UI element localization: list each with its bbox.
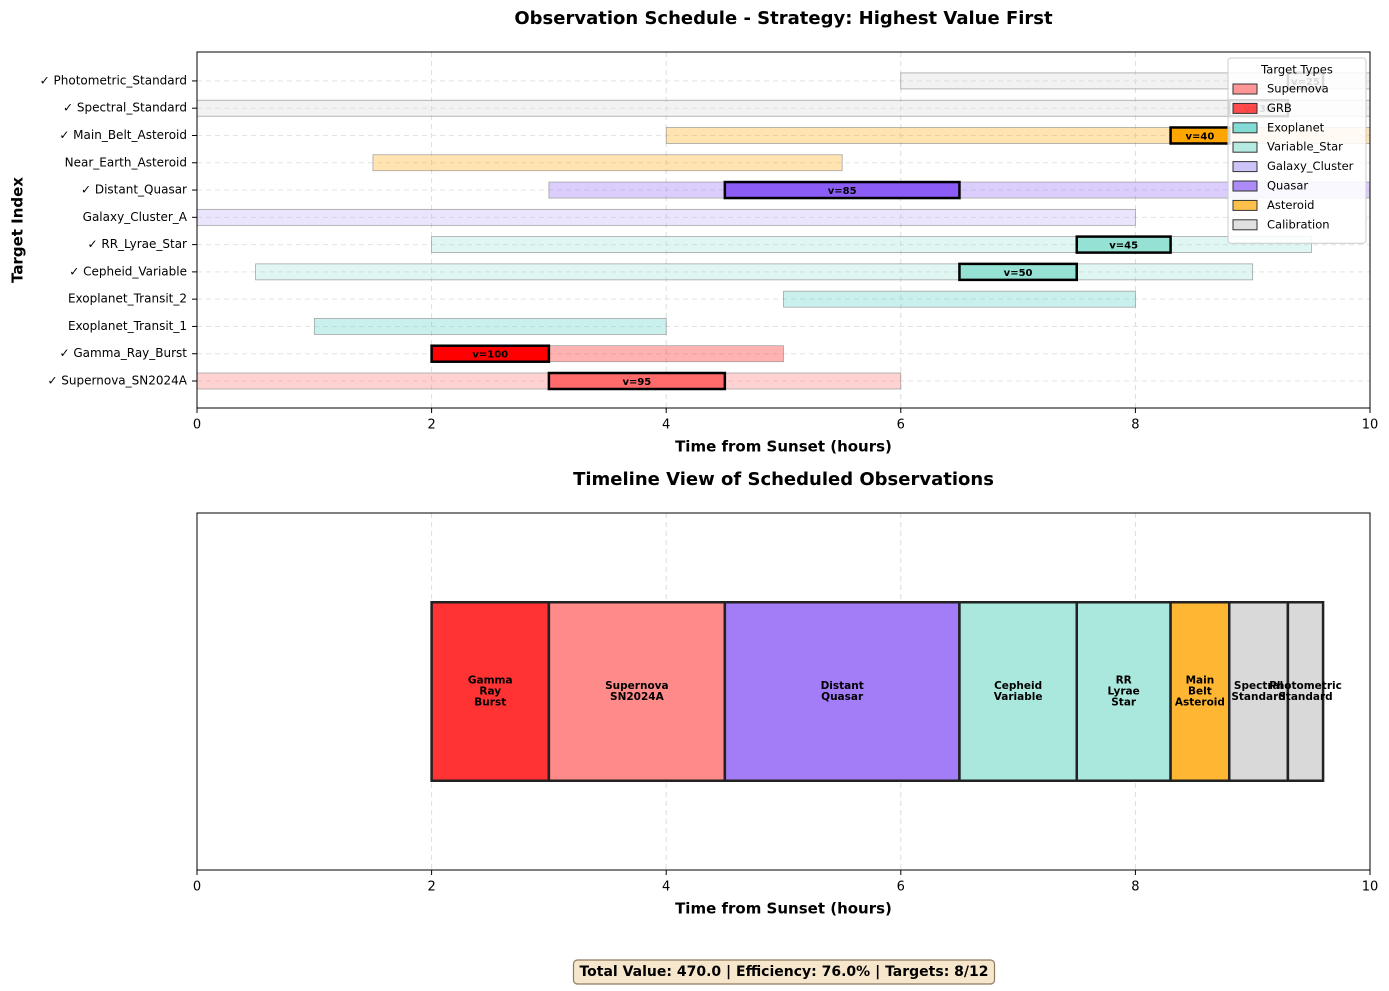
chart-title: Timeline View of Scheduled Observations — [573, 469, 994, 490]
scheduled-bar — [958, 262, 1079, 282]
legend-swatch — [1232, 199, 1258, 211]
summary-text: Total Value: 470.0 | Efficiency: 76.0% |… — [579, 964, 988, 980]
x-tick-label: 10 — [1362, 880, 1379, 895]
y-tick-label: ✓ Supernova_SN2024A — [47, 374, 187, 388]
x-tick-label: 2 — [427, 418, 435, 433]
timeline-block — [1227, 601, 1290, 782]
y-tick-label: Galaxy_Cluster_A — [83, 210, 188, 224]
timeline-block — [1286, 601, 1325, 782]
legend-label: GRB — [1267, 101, 1292, 115]
scheduled-bar — [1075, 235, 1172, 254]
x-tick-label: 6 — [897, 418, 905, 433]
block-label: Lyrae — [1108, 686, 1140, 698]
summary: Total Value: 470.0 | Efficiency: 76.0% |… — [572, 959, 996, 985]
block-label: Standard — [1278, 691, 1332, 703]
legend-label: Galaxy_Cluster — [1267, 159, 1354, 173]
block-label: Standard — [1231, 691, 1285, 703]
y-tick-label: ✓ RR_Lyrae_Star — [87, 237, 187, 251]
x-axis-label: Time from Sunset (hours) — [675, 900, 892, 918]
plot-frame — [196, 512, 1371, 871]
x-tick-label: 0 — [193, 880, 201, 895]
legend-swatch — [1232, 83, 1258, 95]
value-label: v=95 — [622, 377, 651, 388]
y-tick-label: ✓ Distant_Quasar — [81, 183, 187, 197]
window-bar — [196, 99, 1371, 117]
legend-box — [1227, 57, 1367, 244]
plot-frame — [196, 51, 1371, 409]
y-tick-label: ✓ Cepheid_Variable — [69, 264, 187, 278]
scheduled-bar — [723, 180, 961, 200]
chart-title: Observation Schedule - Strategy: Highest… — [514, 8, 1053, 29]
timeline-block — [1169, 601, 1231, 782]
x-tick-label: 10 — [1362, 418, 1379, 433]
legend-label: Calibration — [1267, 217, 1330, 231]
block-label: Supernova — [605, 680, 668, 692]
block-label: RR — [1116, 675, 1132, 687]
x-tick-label: 4 — [662, 418, 670, 433]
y-tick-label: ✓ Photometric_Standard — [40, 73, 187, 87]
y-tick-label: Exoplanet_Transit_1 — [68, 319, 187, 333]
x-tick-label: 2 — [427, 880, 435, 895]
block-label: Ray — [479, 686, 501, 698]
block-label: Variable — [994, 691, 1043, 703]
value-label: v=40 — [1186, 131, 1215, 142]
legend-label: Exoplanet — [1267, 120, 1325, 134]
legend-swatch — [1232, 219, 1258, 231]
y-tick-label: Near_Earth_Asteroid — [65, 155, 187, 169]
x-tick-label: 0 — [193, 418, 201, 433]
legend-label: Quasar — [1267, 179, 1308, 193]
block-label: Burst — [474, 697, 506, 709]
block-label: Main — [1186, 675, 1215, 687]
window-bar — [372, 154, 843, 172]
x-tick-label: 4 — [662, 880, 670, 895]
block-label: Spectral — [1234, 680, 1283, 692]
x-tick-label: 8 — [1131, 418, 1139, 433]
legend-swatch — [1232, 141, 1258, 153]
y-tick-label: ✓ Gamma_Ray_Burst — [59, 346, 187, 360]
block-label: Asteroid — [1175, 697, 1225, 709]
value-label: v=45 — [1109, 241, 1138, 252]
block-label: Quasar — [821, 691, 864, 703]
timeline-block — [723, 601, 961, 782]
scheduled-bar — [430, 344, 551, 363]
legend-swatch — [1232, 122, 1258, 134]
window-bar — [431, 236, 1312, 253]
y-tick-label: Exoplanet_Transit_2 — [68, 292, 187, 306]
block-label: SN2024A — [610, 691, 665, 703]
timeline-block — [547, 601, 727, 782]
scheduled-bar — [547, 371, 727, 391]
block-label: Belt — [1188, 686, 1212, 698]
value-label: v=85 — [828, 186, 857, 197]
y-tick-label: ✓ Main_Belt_Asteroid — [59, 128, 187, 142]
block-label: Star — [1111, 697, 1137, 709]
block-label: Distant — [821, 680, 864, 692]
value-label: v=50 — [1004, 268, 1033, 279]
legend-label: Variable_Star — [1267, 140, 1343, 154]
x-tick-label: 6 — [897, 880, 905, 895]
summary-box — [572, 959, 996, 985]
block-label: Photometric — [1269, 680, 1342, 692]
legend-label: Supernova — [1267, 82, 1329, 96]
timeline-block — [1075, 601, 1172, 782]
block-label: Gamma — [468, 675, 513, 687]
x-axis-label: Time from Sunset (hours) — [675, 438, 892, 456]
y-axis-label: Target Index — [9, 177, 27, 283]
value-label: v=100 — [472, 350, 508, 361]
window-bar — [783, 290, 1136, 308]
legend-title: Target Types — [1260, 63, 1333, 77]
legend-swatch — [1232, 102, 1258, 114]
y-tick-label: ✓ Spectral_Standard — [63, 101, 187, 115]
block-label: Cepheid — [994, 680, 1042, 692]
window-bar — [313, 318, 667, 335]
legend-swatch — [1232, 161, 1258, 173]
window-bar — [196, 208, 1136, 226]
window-bar — [255, 263, 1254, 281]
x-tick-label: 8 — [1131, 880, 1139, 895]
legend-swatch — [1232, 180, 1258, 192]
legend-label: Asteroid — [1267, 198, 1314, 212]
